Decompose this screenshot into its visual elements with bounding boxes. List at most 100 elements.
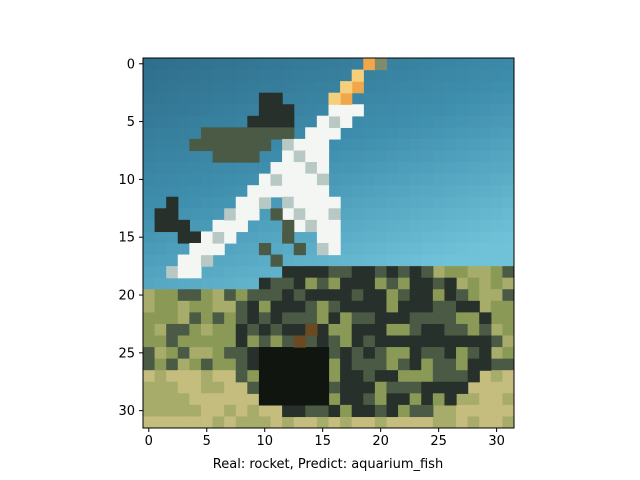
structure-pixel [374,347,388,360]
structure-pixel [282,277,295,290]
sky-pixel [444,231,457,244]
rocket-pixel [293,208,306,221]
sky-pixel [479,231,492,244]
sky-pixel [235,58,248,71]
rocket-pixel [293,173,306,186]
ground-pixel [200,370,214,383]
sky-pixel [247,69,260,82]
sky-pixel [177,92,190,105]
sky-pixel [363,104,376,117]
ground-pixel [247,404,260,418]
sky-pixel [328,58,341,71]
ground-pixel [166,358,179,371]
structure-pixel [340,266,353,279]
sky-pixel [444,115,457,128]
sky-pixel [293,127,306,140]
sky-pixel [351,243,364,256]
structure-pixel [386,300,399,313]
sky-pixel [502,115,514,128]
sky-pixel [409,104,422,117]
sky-pixel [421,219,434,233]
rocket-pixel [293,196,306,209]
ground-pixel [456,266,469,279]
sky-pixel [189,115,202,128]
sky-pixel [456,254,469,267]
structure-pixel [328,370,341,383]
structure-pixel [247,381,260,394]
ground-pixel [502,393,514,406]
sky-pixel [224,266,237,279]
structure-pixel [467,312,480,325]
sky-pixel [479,104,492,117]
ground-pixel [189,323,202,337]
sky-pixel [374,208,388,221]
sky-pixel [143,150,156,163]
wing-pixel [189,138,202,152]
sky-pixel [502,92,514,105]
structure-pixel [293,347,306,360]
structure-pixel [282,358,295,371]
structure-pixel [282,289,295,302]
sky-pixel [166,173,179,186]
sky-pixel [154,185,167,198]
sky-pixel [467,196,480,209]
sky-pixel [421,81,434,94]
sky-pixel [224,173,237,186]
structure-pixel [398,266,411,279]
structure-pixel [432,335,446,348]
ground-pixel [154,312,167,325]
sky-pixel [398,173,411,186]
sky-pixel [235,69,248,82]
ground-pixel [200,347,214,360]
structure-pixel [328,404,341,418]
sky-pixel [421,92,434,105]
ground-pixel [154,370,167,383]
sky-pixel [166,69,179,82]
sky-pixel [143,231,156,244]
sky-pixel [421,69,434,82]
sky-pixel [340,243,353,256]
ground-pixel [154,323,167,337]
structure-pixel [340,393,353,406]
sky-pixel [154,58,167,71]
structure-pixel [235,312,248,325]
sky-pixel [189,81,202,94]
sky-pixel [258,254,272,267]
ground-pixel [502,416,514,428]
structure-pixel [316,381,330,394]
sky-pixel [386,104,399,117]
y-tick-label: 15 [118,231,135,246]
structure-pixel [479,335,492,348]
structure-pixel [421,335,434,348]
sky-pixel [328,185,341,198]
rocket-pixel [328,243,341,256]
structure-pixel [432,323,446,337]
sky-pixel [432,150,446,163]
sky-pixel [398,219,411,233]
sky-pixel [444,127,457,140]
sky-pixel [224,115,237,128]
sky-pixel [502,185,514,198]
ground-pixel [444,416,457,428]
x-tick-label: 20 [372,434,389,449]
sky-pixel [398,254,411,267]
structure-pixel [374,289,388,302]
ground-pixel [200,335,214,348]
sky-pixel [432,115,446,128]
ground-pixel [177,381,190,394]
structure-pixel [351,404,364,418]
sky-pixel [444,208,457,221]
structure-pixel [270,370,283,383]
structure-pixel [247,323,260,337]
rocket-pixel [316,138,330,152]
ground-pixel [490,312,503,325]
structure-pixel [444,323,457,337]
sky-pixel [166,138,179,152]
sky-pixel [490,69,503,82]
sky-pixel [421,173,434,186]
structure-pixel [421,358,434,371]
sky-pixel [247,254,260,267]
ground-pixel [224,404,237,418]
ground-pixel [432,266,446,279]
sky-pixel [421,104,434,117]
